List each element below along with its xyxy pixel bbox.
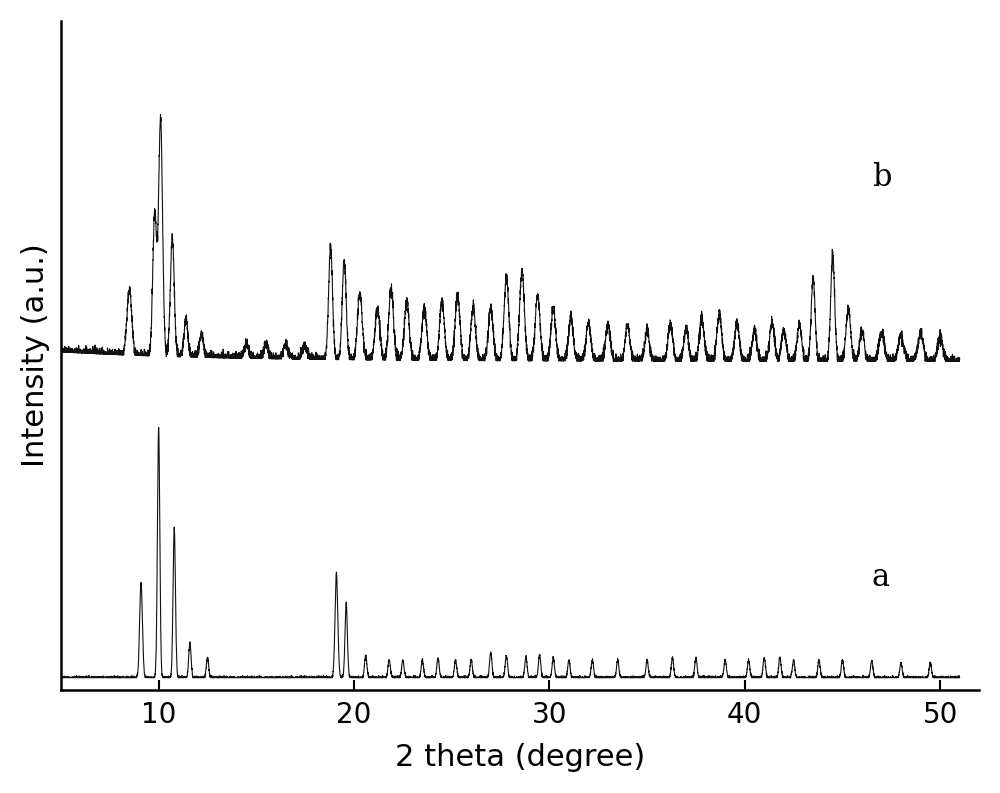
Text: a: a	[872, 562, 890, 593]
X-axis label: 2 theta (degree): 2 theta (degree)	[395, 743, 645, 772]
Y-axis label: Intensity (a.u.): Intensity (a.u.)	[21, 243, 50, 467]
Text: b: b	[872, 162, 891, 193]
